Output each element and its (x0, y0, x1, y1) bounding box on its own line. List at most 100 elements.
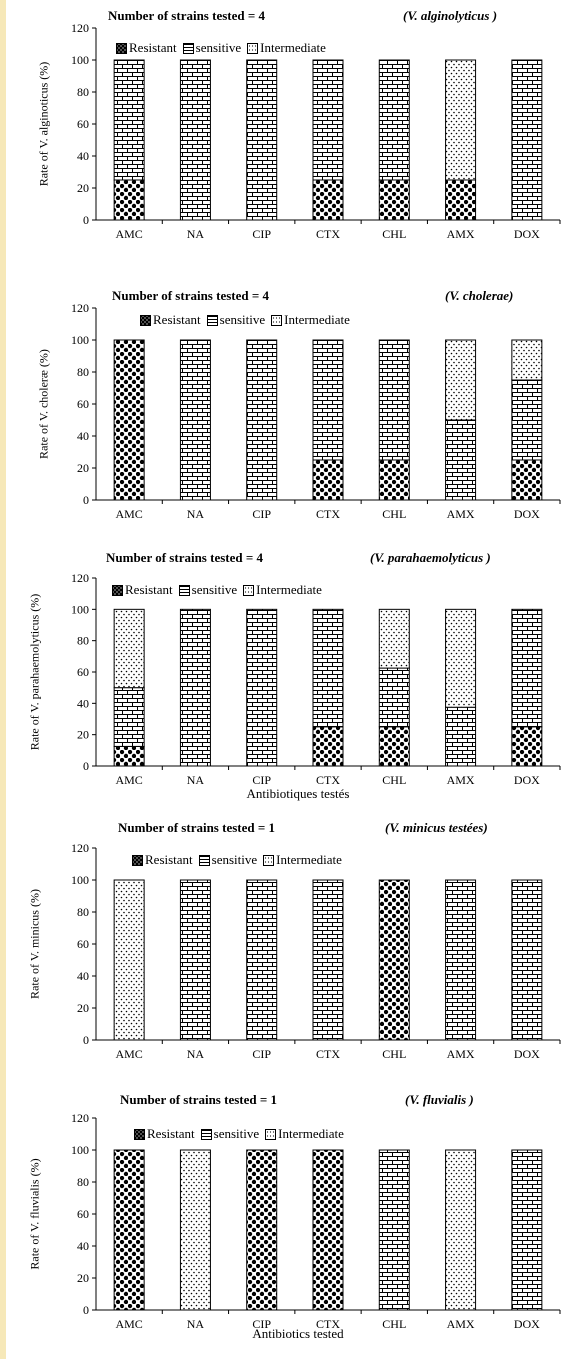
y-tick-label: 0 (83, 213, 89, 227)
x-tick-label: CTX (316, 507, 340, 521)
y-axis-label: Rate of V. choleræ (%) (36, 349, 51, 459)
legend-item: Resistant (116, 40, 177, 56)
bar-resistant-amc (113, 1149, 145, 1311)
bar-sensitive-amc (113, 59, 145, 181)
legend-item: sensitive (182, 40, 242, 56)
bar-sensitive-amx (445, 706, 477, 767)
legend-label: sensitive (219, 312, 266, 327)
x-tick-label: AMX (447, 1047, 475, 1061)
x-tick-label: AMX (447, 507, 475, 521)
bar-sensitive-dox (511, 379, 543, 461)
x-tick-label: AMC (115, 1047, 142, 1061)
legend-label: Resistant (125, 582, 173, 597)
y-tick-label: 80 (77, 85, 89, 99)
y-tick-label: 20 (77, 728, 89, 742)
y-tick-label: 20 (77, 1271, 89, 1285)
x-tick-label: AMX (447, 773, 475, 787)
legend-swatch (247, 42, 259, 54)
y-tick-label: 120 (71, 301, 89, 315)
y-tick-label: 0 (83, 759, 89, 773)
y-tick-label: 80 (77, 905, 89, 919)
legend-item: Intermediate (263, 852, 342, 868)
y-axis-label: Rate of V. minicus (%) (27, 889, 42, 999)
x-tick-label: AMC (115, 227, 142, 241)
species-label: (V. fluvialis ) (405, 1092, 474, 1107)
x-tick-label: NA (187, 507, 205, 521)
bar-resistant-amc (113, 179, 145, 221)
legend-swatch (206, 314, 218, 326)
x-tick-label: CTX (316, 773, 340, 787)
bar-sensitive-ctx (312, 879, 344, 1041)
chart-svg: 0 20 40 60 80 100 120 AMC NA CIP CTX CHL AMX DOX (71, 571, 561, 787)
legend-label: Resistant (147, 1126, 195, 1141)
y-tick-label: 0 (83, 1033, 89, 1047)
x-tick-label: CIP (252, 227, 271, 241)
species-label: (V. alginolyticus ) (403, 8, 498, 23)
bar-sensitive-amc (113, 687, 145, 747)
bar-sensitive-chl (378, 59, 410, 181)
legend-item: sensitive (200, 1126, 260, 1142)
chart-4: 0 20 40 60 80 100 120 AMC NA CIP CTX CHL AMX DOX Numbe… (0, 818, 561, 1078)
legend-label: sensitive (195, 40, 242, 55)
y-tick-label: 40 (77, 429, 89, 443)
x-tick-label: NA (187, 227, 205, 241)
bar-resistant-ctx (312, 726, 344, 767)
y-tick-label: 60 (77, 665, 89, 679)
x-tick-label: DOX (514, 227, 540, 241)
x-tick-label: NA (187, 773, 205, 787)
x-tick-label: DOX (514, 507, 540, 521)
y-tick-label: 80 (77, 1175, 89, 1189)
bar-sensitive-na (179, 59, 211, 221)
y-tick-label: 100 (71, 53, 89, 67)
y-tick-label: 120 (71, 841, 89, 855)
x-tick-label: CTX (316, 1317, 340, 1331)
bar-resistant-amc (113, 339, 145, 501)
bar-sensitive-chl (378, 339, 410, 461)
chart-svg: 0 20 40 60 80 100 120 AMC NA CIP CTX CHL AMX DOX (71, 841, 561, 1061)
x-tick-label: CIP (252, 1317, 271, 1331)
species-label: (V. minicus testées) (385, 820, 488, 835)
legend-item: Intermediate (265, 1126, 344, 1142)
y-tick-label: 60 (77, 397, 89, 411)
x-tick-label: DOX (514, 773, 540, 787)
bar-sensitive-ctx (312, 339, 344, 461)
bar-resistant-cip (246, 1149, 278, 1311)
bar-resistant-chl (378, 179, 410, 221)
x-tick-label: AMX (447, 1317, 475, 1331)
bar-resistant-dox (511, 459, 543, 501)
y-tick-label: 60 (77, 1207, 89, 1221)
legend: Resistant sensitive Intermediate (140, 312, 356, 328)
bar-resistant-chl (378, 879, 410, 1041)
y-axis-label: Rate of V. parahaemolyticus (%) (27, 593, 42, 751)
bar-resistant-chl (378, 459, 410, 501)
legend: Resistant sensitive Intermediate (134, 1126, 350, 1142)
bar-sensitive-cip (246, 879, 278, 1041)
y-tick-label: 40 (77, 969, 89, 983)
legend-item: Intermediate (271, 312, 350, 328)
y-axis-label: Rate of V. alginoticus (%) (36, 61, 51, 187)
chart-title: Number of strains tested = 4 (108, 8, 266, 23)
bar-intermediate-amx (445, 608, 477, 708)
legend-swatch (271, 314, 283, 326)
chart-3: 0 20 40 60 80 100 120 AMC NA CIP CTX CHL AMX DOX Numbe… (0, 550, 561, 830)
bar-sensitive-na (179, 339, 211, 501)
x-tick-label: CHL (382, 773, 406, 787)
legend-swatch (132, 854, 143, 866)
bar-sensitive-na (179, 608, 211, 767)
x-axis-label: Antibiotics tested (252, 1326, 344, 1341)
x-tick-label: CIP (252, 773, 271, 787)
chart-title: Number of strains tested = 4 (106, 550, 264, 565)
legend-label: sensitive (213, 1126, 260, 1141)
page-edge (0, 0, 6, 1359)
y-tick-label: 20 (77, 1001, 89, 1015)
bar-intermediate-amx (445, 339, 477, 421)
species-label: (V. parahaemolyticus ) (370, 550, 491, 565)
legend-item: Resistant (112, 582, 173, 598)
bar-intermediate-dox (511, 339, 543, 381)
bar-sensitive-cip (246, 59, 278, 221)
y-tick-label: 120 (71, 1111, 89, 1125)
bar-sensitive-dox (511, 1149, 543, 1311)
legend-swatch (265, 1128, 277, 1140)
bar-intermediate-amc (113, 608, 145, 689)
legend: Resistant sensitive Intermediate (112, 582, 328, 598)
